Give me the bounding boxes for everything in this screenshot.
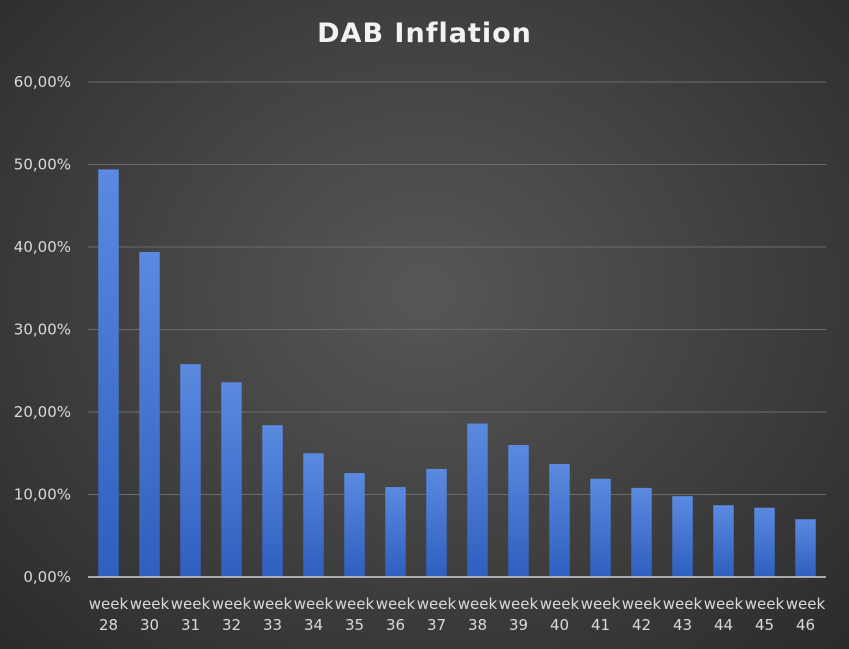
- bar: [385, 487, 406, 577]
- y-tick-label: 0,00%: [23, 568, 71, 586]
- x-tick-label: week 43: [663, 595, 703, 634]
- x-tick-label: week 45: [745, 595, 785, 634]
- bar: [98, 169, 119, 577]
- y-tick-label: 20,00%: [14, 403, 71, 421]
- bar: [508, 445, 529, 577]
- bar: [590, 478, 611, 577]
- bar: [262, 425, 283, 577]
- x-tick-label: week 39: [499, 595, 539, 634]
- bar: [795, 519, 816, 577]
- y-tick-label: 10,00%: [14, 486, 71, 504]
- x-tick-label: week 28: [89, 595, 129, 634]
- bar: [549, 463, 570, 577]
- bar: [754, 507, 775, 577]
- y-tick-label: 50,00%: [14, 156, 71, 174]
- chart-title: DAB Inflation: [317, 18, 532, 49]
- x-tick-label: week 38: [458, 595, 498, 634]
- bar: [467, 423, 488, 577]
- bar: [344, 473, 365, 577]
- y-tick-label: 30,00%: [14, 321, 71, 339]
- x-tick-label: week 30: [130, 595, 170, 634]
- bar: [426, 468, 447, 577]
- bar: [303, 453, 324, 577]
- x-tick-label: week 37: [417, 595, 457, 634]
- x-tick-label: week 44: [704, 595, 744, 634]
- x-tick-label: week 42: [622, 595, 662, 634]
- y-tick-label: 40,00%: [14, 238, 71, 256]
- x-tick-label: week 35: [335, 595, 375, 634]
- bars: [98, 169, 816, 577]
- x-tick-label: week 41: [581, 595, 621, 634]
- x-tick-label: week 34: [294, 595, 334, 634]
- bar: [631, 487, 652, 577]
- bar: [672, 496, 693, 577]
- x-tick-label: week 36: [376, 595, 416, 634]
- x-tick-label: week 40: [540, 595, 580, 634]
- y-axis-ticks: 0,00% 10,00% 20,00% 30,00% 40,00% 50,00% 60,00…: [14, 73, 71, 586]
- x-tick-label: week 32: [212, 595, 252, 634]
- x-tick-label: week 33: [253, 595, 293, 634]
- bar: [713, 505, 734, 577]
- gridlines: [88, 81, 826, 495]
- y-tick-label: 60,00%: [14, 73, 71, 91]
- bar: [180, 364, 201, 577]
- x-tick-label: week 46: [786, 595, 826, 634]
- bar: [221, 382, 242, 577]
- bar: [139, 251, 160, 577]
- x-tick-label: week 31: [171, 595, 211, 634]
